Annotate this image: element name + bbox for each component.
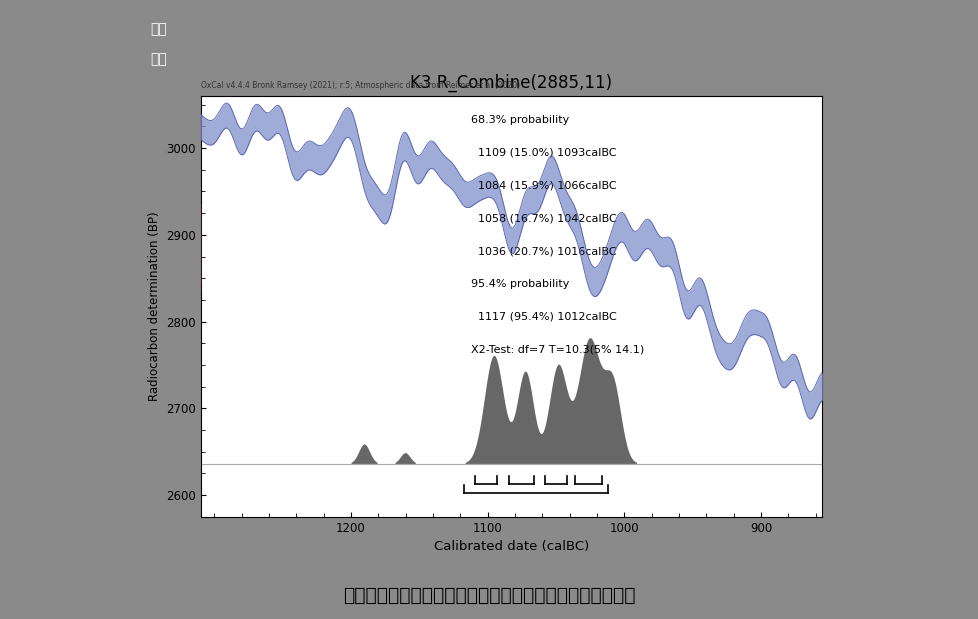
Y-axis label: Radiocarbon determination (BP): Radiocarbon determination (BP) [148, 212, 160, 401]
Text: OxCal v4.4.4 Bronk Ramsey (2021); r:5; Atmospheric data from Reimer et al (2020): OxCal v4.4.4 Bronk Ramsey (2021); r:5; A… [200, 80, 519, 90]
Text: 1036 (20.7%) 1016calBC: 1036 (20.7%) 1016calBC [470, 246, 616, 256]
X-axis label: Calibrated date (calBC): Calibrated date (calBC) [433, 540, 589, 553]
Text: 68.3% probability: 68.3% probability [470, 115, 569, 125]
Text: 新闻: 新闻 [151, 53, 167, 67]
Text: 1084 (15.9%) 1066calBC: 1084 (15.9%) 1066calBC [470, 181, 616, 191]
Text: 图一、三星堆三号埋藏坑埋藏行为所发生的时间概率分布图: 图一、三星堆三号埋藏坑埋藏行为所发生的时间概率分布图 [343, 586, 635, 605]
Text: X2-Test: df=7 T=10.3(5% 14.1): X2-Test: df=7 T=10.3(5% 14.1) [470, 345, 644, 355]
Text: 95.4% probability: 95.4% probability [470, 279, 569, 289]
Text: 1058 (16.7%) 1042calBC: 1058 (16.7%) 1042calBC [470, 214, 616, 223]
Text: 1117 (95.4%) 1012calBC: 1117 (95.4%) 1012calBC [470, 312, 616, 322]
Text: 1109 (15.0%) 1093calBC: 1109 (15.0%) 1093calBC [470, 148, 616, 158]
Text: 央视: 央视 [151, 23, 167, 37]
Title: K3 R_Combine(2885,11): K3 R_Combine(2885,11) [410, 74, 612, 92]
